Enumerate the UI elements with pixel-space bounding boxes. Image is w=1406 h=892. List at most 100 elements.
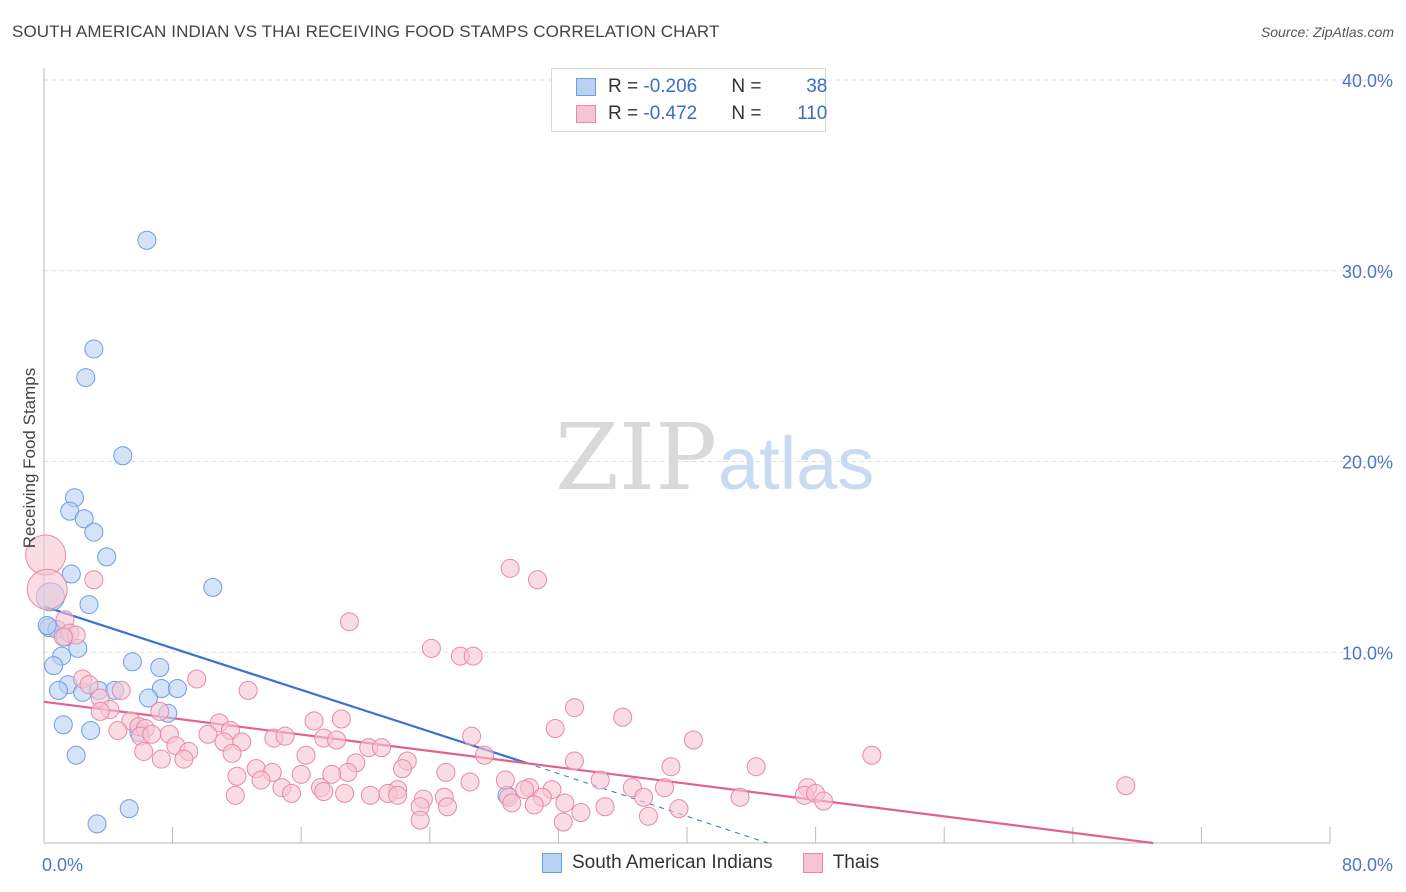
point-thai bbox=[90, 701, 110, 721]
point-thai bbox=[730, 787, 750, 807]
point-thai bbox=[500, 558, 520, 578]
point-thai bbox=[613, 707, 633, 727]
point-thai bbox=[26, 568, 68, 610]
point-thai bbox=[654, 778, 674, 798]
point-thai bbox=[436, 762, 456, 782]
point-thai bbox=[339, 612, 359, 632]
point-thai bbox=[528, 570, 548, 590]
point-south-american-indian bbox=[74, 509, 94, 529]
point-south-american-indian bbox=[76, 368, 96, 388]
series-legend-label: Thais bbox=[832, 852, 880, 873]
watermark-zip: ZIP bbox=[555, 404, 717, 511]
legend-r-value: -0.206 bbox=[643, 76, 698, 97]
point-south-american-indian bbox=[167, 678, 187, 698]
point-south-american-indian bbox=[48, 680, 68, 700]
y-tick-label: 30.0% bbox=[1342, 262, 1393, 282]
legend-r-label: R = bbox=[608, 76, 644, 97]
legend-n-label: N = bbox=[731, 76, 767, 97]
point-south-american-indian bbox=[53, 715, 73, 735]
point-south-american-indian bbox=[84, 522, 104, 542]
point-south-american-indian bbox=[203, 577, 223, 597]
point-thai bbox=[53, 627, 73, 647]
point-south-american-indian bbox=[138, 688, 158, 708]
point-south-american-indian bbox=[113, 446, 133, 466]
point-south-american-indian bbox=[84, 339, 104, 359]
y-tick-label: 10.0% bbox=[1342, 643, 1393, 663]
point-thai bbox=[571, 802, 591, 822]
legend-r-label: R = bbox=[608, 103, 644, 124]
watermark: ZIP atlas bbox=[555, 404, 874, 511]
point-thai bbox=[142, 724, 162, 744]
y-axis-label: Receiving Food Stamps bbox=[20, 368, 39, 548]
point-thai bbox=[151, 749, 171, 769]
grid-lines bbox=[44, 79, 1395, 653]
point-thai bbox=[564, 698, 584, 718]
point-thai bbox=[515, 780, 535, 800]
chart-title: SOUTH AMERICAN INDIAN VS THAI RECEIVING … bbox=[12, 22, 720, 41]
point-thai bbox=[134, 741, 154, 761]
legend-row-thais: R = -0.472 N = 110 bbox=[576, 102, 827, 126]
axes bbox=[43, 68, 1331, 844]
point-thai bbox=[495, 770, 515, 790]
point-thai bbox=[634, 787, 654, 807]
point-thai bbox=[360, 785, 380, 805]
point-south-american-indian bbox=[37, 616, 57, 636]
point-thai bbox=[225, 785, 245, 805]
point-thai bbox=[372, 738, 392, 758]
x-tick-label: 0.0% bbox=[42, 855, 83, 875]
point-thai bbox=[174, 749, 194, 769]
point-south-american-indian bbox=[81, 720, 101, 740]
point-thai bbox=[108, 720, 128, 740]
point-thai bbox=[338, 762, 358, 782]
point-thai bbox=[251, 770, 271, 790]
point-thai bbox=[553, 812, 573, 832]
point-south-american-indian bbox=[122, 652, 142, 672]
legend-swatch-pink bbox=[576, 105, 596, 123]
series-swatch-pink bbox=[802, 853, 823, 873]
point-thai bbox=[462, 726, 482, 746]
legend-row-south-american-indians: R = -0.206 N = 38 bbox=[576, 75, 827, 99]
series-legend-item-south-american-indians: South American Indians bbox=[542, 852, 773, 874]
legend-r-value: -0.472 bbox=[643, 103, 698, 124]
correlation-legend: R = -0.206 N = 38 R = -0.472 N = 110 bbox=[551, 68, 827, 132]
point-thai bbox=[524, 795, 544, 815]
point-thai bbox=[421, 638, 441, 658]
point-south-american-indian bbox=[87, 814, 107, 834]
point-south-american-indian bbox=[119, 799, 139, 819]
point-thai bbox=[388, 785, 408, 805]
point-thai bbox=[463, 646, 483, 666]
point-thai bbox=[291, 764, 311, 784]
point-south-american-indian bbox=[97, 547, 117, 567]
point-thai bbox=[227, 766, 247, 786]
legend-n-label: N = bbox=[731, 103, 767, 124]
series-swatch-blue bbox=[542, 853, 562, 873]
point-south-american-indian bbox=[66, 745, 86, 765]
point-thai bbox=[84, 570, 104, 590]
point-thai bbox=[437, 797, 457, 817]
point-thai bbox=[545, 719, 565, 739]
y-tick-label: 40.0% bbox=[1342, 71, 1393, 91]
point-thai bbox=[198, 724, 218, 744]
point-thai bbox=[590, 770, 610, 790]
point-thai bbox=[814, 791, 834, 811]
point-south-american-indian bbox=[44, 656, 64, 676]
point-thai bbox=[564, 751, 584, 771]
point-thai bbox=[502, 793, 522, 813]
point-thai bbox=[314, 781, 334, 801]
point-thai bbox=[661, 757, 681, 777]
point-south-american-indian bbox=[61, 564, 81, 584]
point-thai bbox=[683, 730, 703, 750]
point-thai bbox=[111, 680, 131, 700]
data-points bbox=[25, 230, 1136, 834]
chart-source: Source: ZipAtlas.com bbox=[1260, 24, 1394, 40]
point-thai bbox=[282, 783, 302, 803]
point-south-american-indian bbox=[79, 595, 99, 615]
point-thai bbox=[638, 806, 658, 826]
point-thai bbox=[222, 743, 242, 763]
point-thai bbox=[555, 793, 575, 813]
watermark-atlas: atlas bbox=[718, 422, 874, 505]
trend-line-south-american-indians bbox=[43, 605, 527, 764]
point-thai bbox=[275, 726, 295, 746]
point-thai bbox=[238, 680, 258, 700]
point-thai bbox=[595, 797, 615, 817]
